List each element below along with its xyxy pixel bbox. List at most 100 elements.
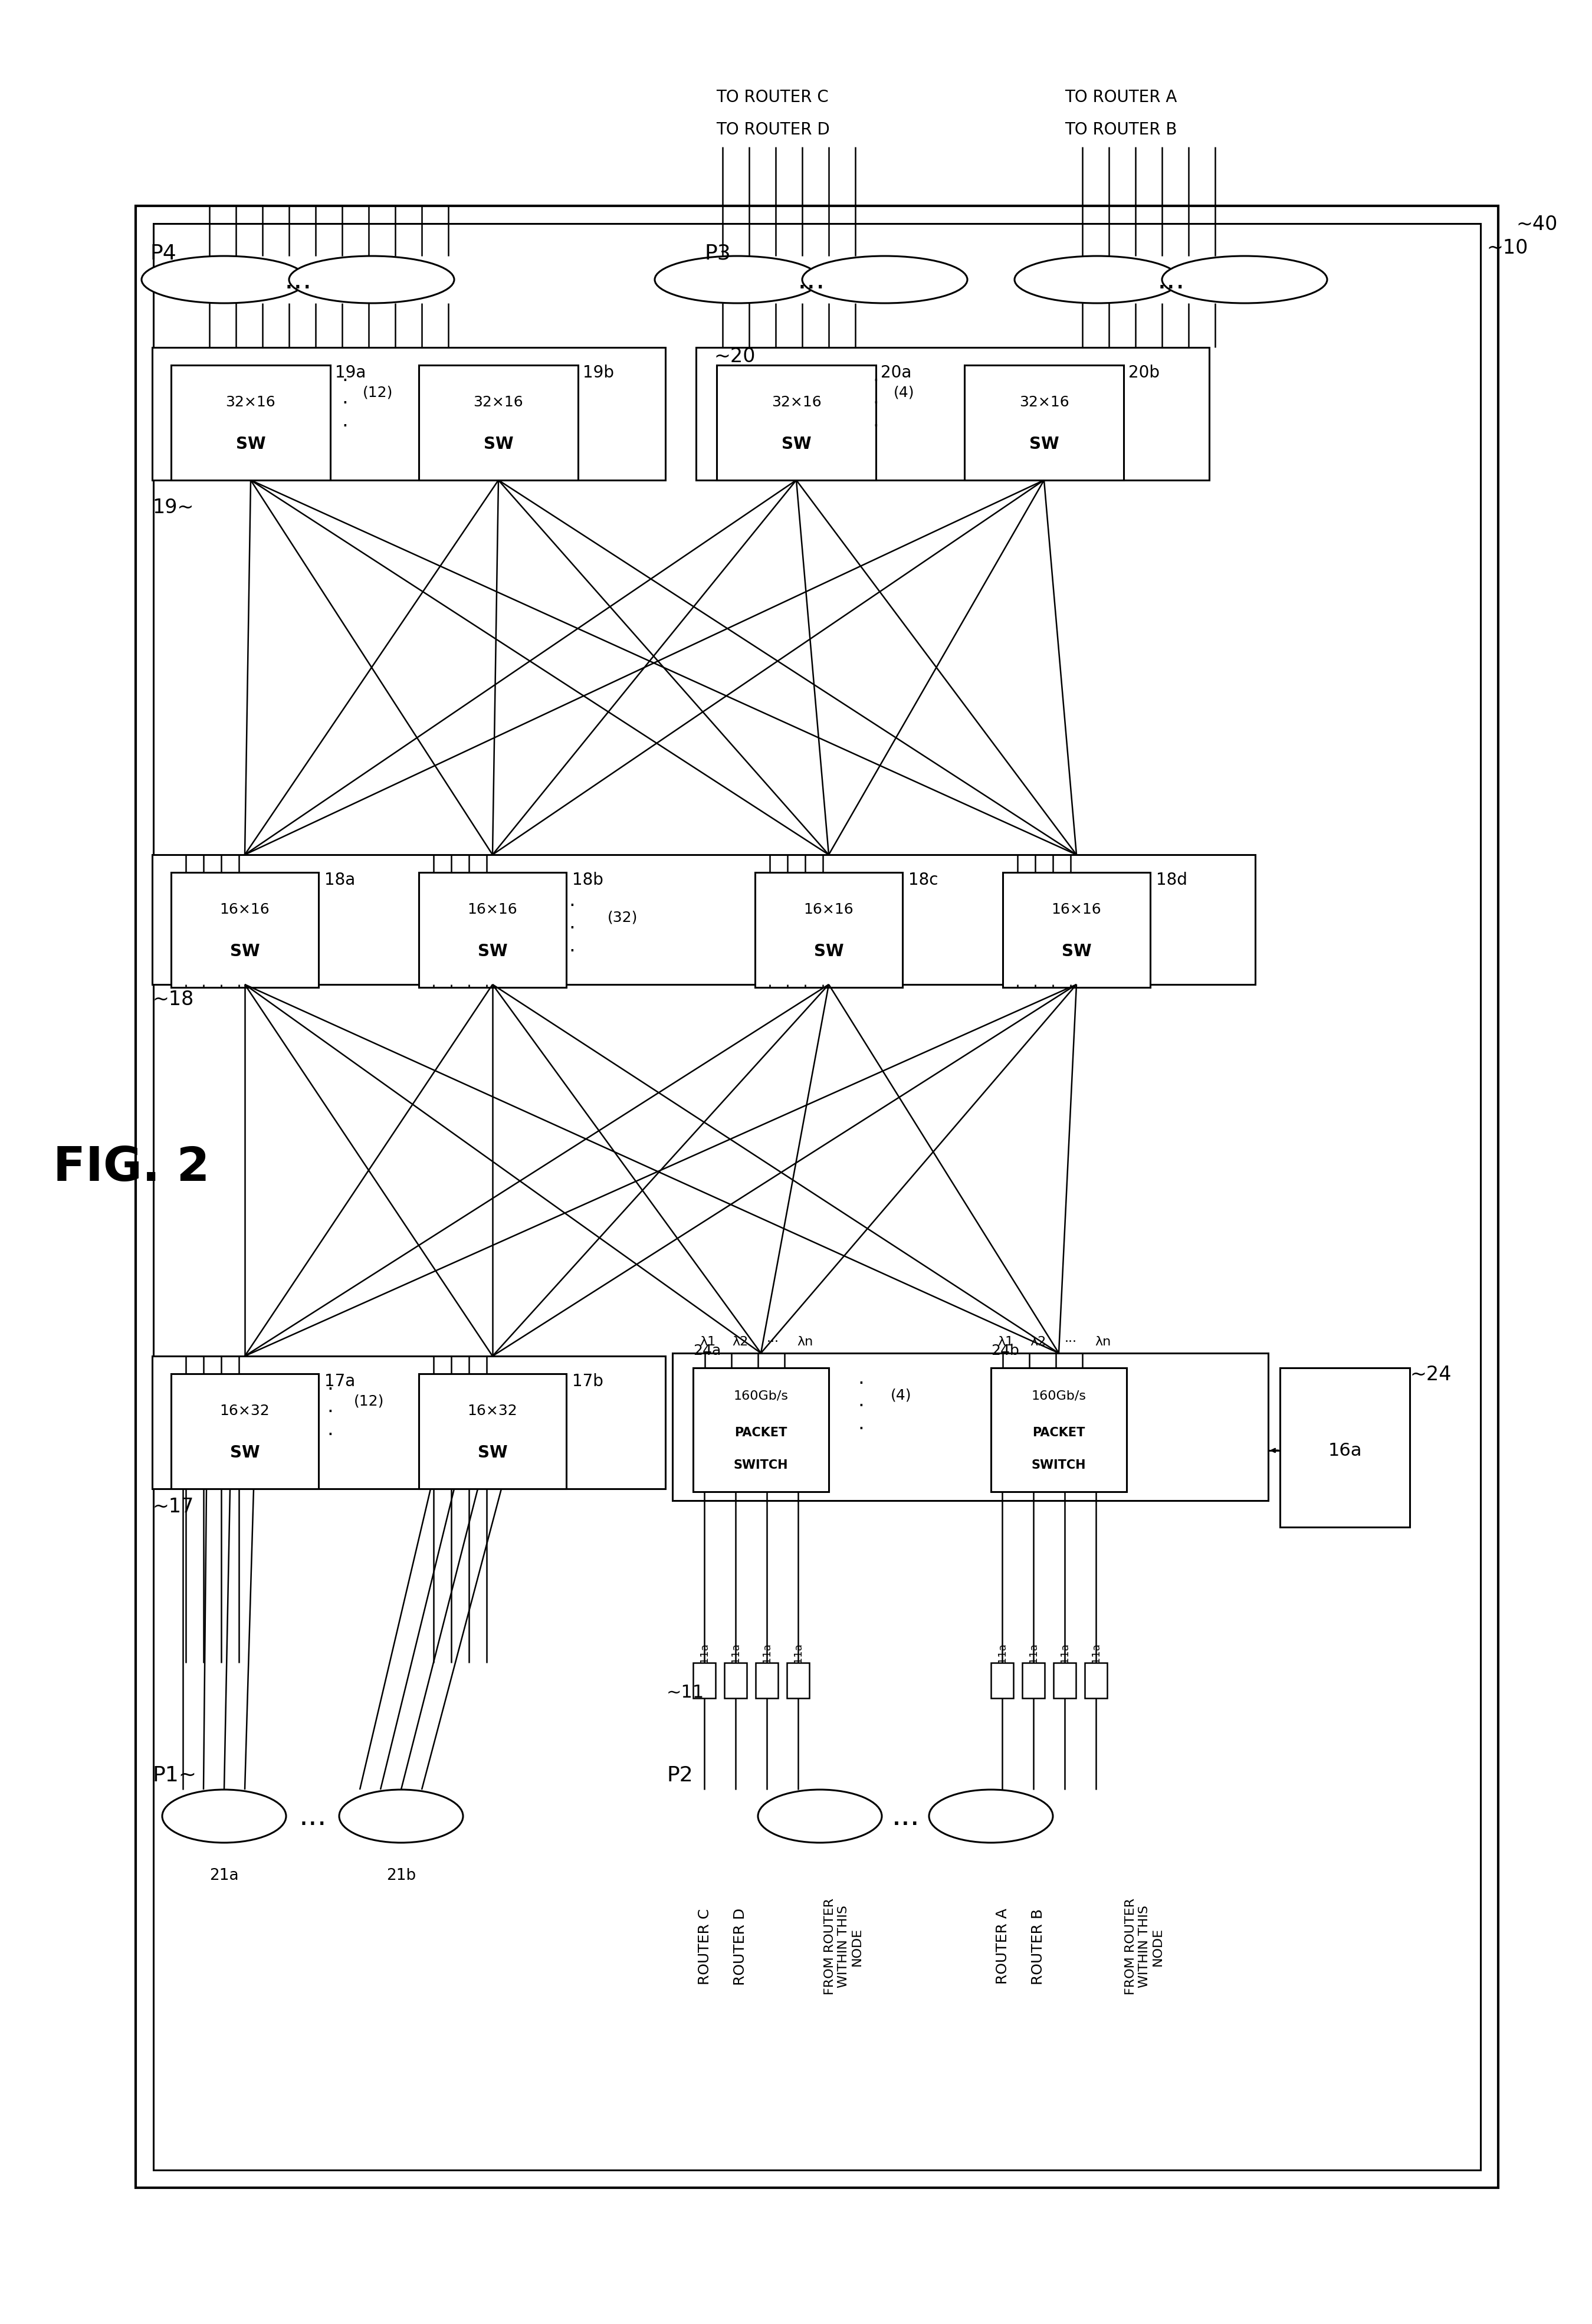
Bar	[419, 1373, 567, 1490]
Text: ~10: ~10	[1487, 237, 1528, 258]
Text: λ2: λ2	[732, 1336, 748, 1348]
Ellipse shape	[758, 1789, 882, 1843]
Text: 19~: 19~	[153, 497, 194, 516]
Text: 32×16: 32×16	[771, 395, 821, 409]
Text: 18c: 18c	[909, 871, 938, 888]
Text: 19b: 19b	[583, 365, 615, 381]
Text: ·
·
·: · · ·	[872, 372, 879, 437]
Text: ROUTER D: ROUTER D	[734, 1908, 747, 1985]
Text: 11a: 11a	[699, 1643, 710, 1662]
Bar	[153, 223, 1481, 2171]
Bar	[696, 349, 1210, 481]
Bar	[1003, 874, 1149, 988]
Text: 16×32: 16×32	[220, 1404, 269, 1418]
Text: 160Gb/s: 160Gb/s	[1032, 1390, 1086, 1401]
Text: 21a: 21a	[210, 1868, 239, 1882]
Text: TO ROUTER B: TO ROUTER B	[1065, 121, 1176, 137]
Bar	[693, 1664, 715, 1699]
Text: ·
·
·: · · ·	[342, 372, 349, 437]
Text: 11a: 11a	[1059, 1643, 1070, 1662]
Text: (12): (12)	[353, 1394, 384, 1408]
Text: 11a: 11a	[1028, 1643, 1038, 1662]
Text: 11a: 11a	[1091, 1643, 1102, 1662]
Bar	[1280, 1369, 1411, 1527]
Ellipse shape	[1162, 256, 1328, 304]
Text: 16×16: 16×16	[1051, 902, 1102, 916]
Text: TO ROUTER D: TO ROUTER D	[716, 121, 829, 137]
Text: λ1: λ1	[700, 1336, 716, 1348]
Text: 16×16: 16×16	[220, 902, 269, 916]
Text: ROUTER B: ROUTER B	[1032, 1908, 1046, 1985]
Text: SW: SW	[478, 944, 508, 960]
Bar	[672, 1353, 1269, 1501]
Bar	[693, 1369, 829, 1492]
Ellipse shape	[802, 256, 968, 304]
Text: ...: ...	[299, 1801, 326, 1831]
Text: 32×16: 32×16	[1019, 395, 1068, 409]
Text: 16×16: 16×16	[804, 902, 853, 916]
Bar	[1054, 1664, 1076, 1699]
Text: 11a: 11a	[793, 1643, 804, 1662]
Bar	[724, 1664, 747, 1699]
Text: P2: P2	[667, 1764, 693, 1785]
Text: ···: ···	[766, 1336, 778, 1348]
Text: ~20: ~20	[713, 346, 755, 365]
Text: 19a: 19a	[334, 365, 366, 381]
Ellipse shape	[339, 1789, 463, 1843]
Bar	[1084, 1664, 1106, 1699]
Text: SW: SW	[229, 1443, 259, 1459]
Bar	[756, 1664, 778, 1699]
Bar	[965, 365, 1124, 481]
Text: SWITCH: SWITCH	[1032, 1459, 1086, 1471]
Text: λ2: λ2	[1030, 1336, 1046, 1348]
Text: ...: ...	[283, 265, 312, 295]
Text: 17a: 17a	[325, 1373, 355, 1390]
Text: ...: ...	[892, 1801, 920, 1831]
Text: SW: SW	[478, 1443, 508, 1459]
Bar	[1022, 1664, 1044, 1699]
Ellipse shape	[142, 256, 307, 304]
Text: ·
·
·: · · ·	[568, 897, 575, 962]
Text: 16a: 16a	[1328, 1443, 1361, 1459]
Text: ROUTER C: ROUTER C	[697, 1908, 712, 1985]
Text: SW: SW	[236, 435, 266, 453]
Text: (4): (4)	[893, 386, 914, 400]
Ellipse shape	[1014, 256, 1180, 304]
Text: ·
·
·: · · ·	[326, 1380, 333, 1446]
Text: SW: SW	[782, 435, 812, 453]
Text: (12): (12)	[363, 386, 393, 400]
Text: ...: ...	[798, 265, 825, 295]
Text: 11a: 11a	[997, 1643, 1008, 1662]
Text: ·
·
·: · · ·	[858, 1373, 864, 1439]
Text: 18b: 18b	[572, 871, 603, 888]
Text: 32×16: 32×16	[226, 395, 275, 409]
Text: SW: SW	[1062, 944, 1092, 960]
Text: SWITCH: SWITCH	[734, 1459, 788, 1471]
Text: 16×32: 16×32	[468, 1404, 517, 1418]
Text: ROUTER A: ROUTER A	[995, 1908, 1009, 1985]
Text: 20b: 20b	[1129, 365, 1159, 381]
Text: TO ROUTER A: TO ROUTER A	[1065, 88, 1176, 105]
Text: 18a: 18a	[325, 871, 355, 888]
Text: 160Gb/s: 160Gb/s	[734, 1390, 788, 1401]
Bar	[419, 874, 567, 988]
Text: PACKET: PACKET	[734, 1427, 788, 1439]
Bar	[170, 1373, 318, 1490]
Bar	[153, 349, 665, 481]
Bar	[170, 365, 330, 481]
Text: 24b: 24b	[990, 1343, 1019, 1357]
Text: λ1: λ1	[998, 1336, 1014, 1348]
Text: ~18: ~18	[153, 990, 194, 1009]
Text: FROM ROUTER
WITHIN THIS
NODE: FROM ROUTER WITHIN THIS NODE	[825, 1899, 863, 1994]
Text: ···: ···	[1065, 1336, 1076, 1348]
Text: ...: ...	[1157, 265, 1184, 295]
Text: P3: P3	[705, 244, 731, 263]
Text: PACKET: PACKET	[1033, 1427, 1086, 1439]
Text: (32): (32)	[608, 911, 638, 925]
Text: ~24: ~24	[1411, 1364, 1452, 1383]
Text: 16×16: 16×16	[468, 902, 517, 916]
Text: 11a: 11a	[761, 1643, 772, 1662]
Bar	[786, 1664, 809, 1699]
Bar	[419, 365, 578, 481]
Bar	[135, 207, 1498, 2187]
